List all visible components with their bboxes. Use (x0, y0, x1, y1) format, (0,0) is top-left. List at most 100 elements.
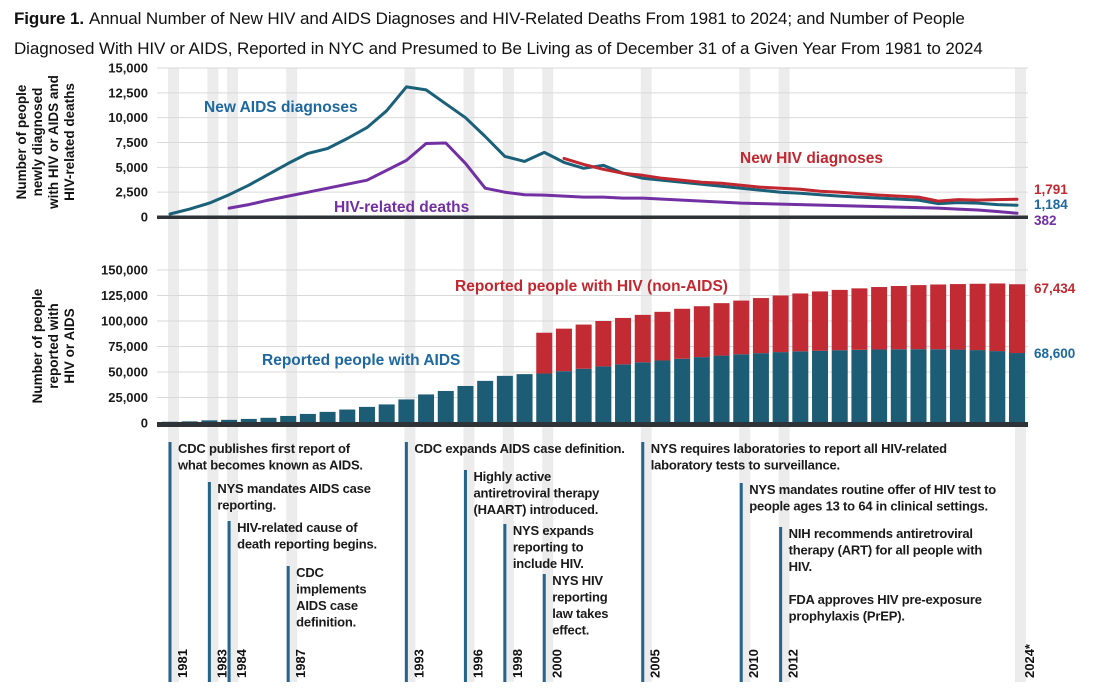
bar-hiv-2000 (536, 332, 553, 374)
bar-hiv-2001 (555, 328, 572, 372)
y-tick-label: 10,000 (108, 110, 148, 125)
timeline-year-1996: 1996 (470, 649, 485, 678)
bar-hiv-2021 (949, 284, 966, 350)
timeline-note-1987-line: CDC (296, 565, 324, 580)
timeline-year-2005: 2005 (648, 649, 663, 678)
timeline-note-1996-line: Highly active (473, 469, 551, 484)
timeline-year-1984: 1984 (234, 648, 249, 678)
bar-hiv-2013 (792, 293, 809, 352)
y-axis-title-line: Number of people (14, 84, 29, 199)
timeline-note-1998-line: include HIV. (513, 556, 584, 571)
year-band-1998 (502, 68, 514, 682)
bar-hiv-2005 (634, 314, 651, 363)
series-label-new-aids-diagnoses: New AIDS diagnoses (204, 99, 358, 116)
bar-aids-2010 (733, 354, 750, 425)
top-x-axis (157, 215, 1028, 219)
bar-aids-1994 (418, 394, 435, 425)
timeline-note-1996-line: (HAART) introduced. (473, 502, 598, 517)
bar-aids-1991 (358, 406, 375, 425)
timeline-note-2005-line: laboratory tests to surveillance. (651, 458, 840, 473)
series-label-new-hiv-diagnoses: New HIV diagnoses (740, 150, 883, 167)
timeline-year-2012: 2012 (786, 649, 801, 678)
y-axis-title-line: HIV-related deaths (62, 83, 77, 201)
timeline-note-1981-line: what becomes known as AIDS. (177, 458, 363, 473)
timeline-year-1983: 1983 (214, 649, 229, 678)
timeline-note-2000-line: reporting (552, 590, 608, 605)
timeline-note-2012-line: therapy (ART) for all people with (789, 543, 983, 558)
bar-hiv-2020 (930, 284, 947, 350)
bar-aids-1990 (339, 409, 356, 425)
timeline-note-2012-line: FDA approves HIV pre-exposure (789, 592, 982, 607)
bar-aids-2017 (871, 349, 888, 425)
y-tick-label: 2,500 (115, 185, 148, 200)
bar-hiv-2003 (595, 321, 612, 367)
bar-aids-2019 (910, 349, 927, 425)
trend-lines (168, 85, 1019, 216)
bar-aids-1998 (496, 375, 513, 425)
y-tick-label: 25,000 (108, 390, 148, 405)
bar-aids-2016 (851, 349, 868, 425)
timeline-note-1981-line: CDC publishes first report of (178, 441, 351, 456)
stacked-bars (162, 283, 1025, 425)
timeline-year-2010: 2010 (746, 649, 761, 678)
year-band-1996 (463, 68, 475, 682)
bar-hiv-2022 (969, 283, 986, 351)
y-tick-label: 5,000 (115, 160, 148, 175)
bar-aids-2008 (693, 357, 710, 425)
bar-hiv-2007 (674, 308, 691, 359)
y-tick-label: 0 (141, 416, 148, 431)
bar-hiv-2023 (989, 283, 1006, 352)
bar-aids-1992 (378, 404, 395, 425)
y-tick-label: 125,000 (101, 288, 148, 303)
bar-aids-1995 (437, 390, 454, 425)
bar-aids-2014 (812, 350, 829, 425)
timeline-note-1996-line: antiretroviral therapy (473, 486, 600, 501)
timeline-note-1993-line: CDC expands AIDS case definition. (414, 441, 624, 456)
timeline-note-2000-line: law takes (552, 606, 608, 621)
bottom-chart-labels: Reported people with AIDS 68,600 Reported … (262, 278, 1076, 369)
timeline-note-1984-line: HIV-related cause of (237, 520, 358, 535)
figure-title-line1: Annual Number of New HIV and AIDS Diagno… (88, 9, 965, 28)
bar-aids-1996 (457, 385, 474, 425)
bar-hiv-2017 (871, 287, 888, 350)
bar-hiv-2012 (772, 295, 789, 353)
timeline-year-1981: 1981 (175, 649, 190, 678)
bar-aids-1993 (398, 399, 415, 425)
line-hiv-related-deaths (227, 141, 1019, 215)
bar-hiv-2019 (910, 285, 927, 350)
timeline-note-2012-line: NIH recommends antiretroviral (789, 526, 973, 541)
bar-hiv-2016 (851, 288, 868, 350)
bar-aids-2015 (831, 350, 848, 425)
y-tick-label: 15,000 (108, 61, 148, 76)
bar-aids-2023 (989, 351, 1006, 425)
timeline-note-2010-line: NYS mandates routine offer of HIV test t… (749, 482, 996, 497)
bar-hiv-2006 (654, 311, 671, 361)
bar-hiv-2011 (752, 298, 769, 354)
timeline-year-2024: 2024* (1022, 643, 1037, 678)
end-value-hiv-related-deaths: 382 (1034, 213, 1057, 228)
figure-number: Figure 1. (14, 9, 84, 28)
timeline-note-2000-line: NYS HIV (552, 573, 603, 588)
bar-aids-2012 (772, 352, 789, 425)
y-tick-label: 50,000 (108, 365, 148, 380)
y-tick-label: 75,000 (108, 339, 148, 354)
timeline-note-1983-line: NYS mandates AIDS case (217, 481, 370, 496)
bar-aids-2021 (949, 349, 966, 425)
year-band-1993 (404, 68, 416, 682)
year-band-1983 (207, 68, 219, 682)
y-axis-title-line: HIV or AIDS (62, 308, 77, 383)
timeline-note-1983-line: reporting. (217, 498, 276, 513)
bar-aids-2000 (536, 373, 553, 425)
bar-hiv-2008 (693, 306, 710, 358)
bar-hiv-2010 (733, 300, 750, 355)
bar-aids-1989 (319, 411, 336, 425)
year-band-1984 (227, 68, 239, 682)
bar-aids-2004 (615, 364, 632, 425)
timeline-note-2005-line: NYS requires laboratories to report all … (651, 441, 947, 456)
year-band-1981 (168, 68, 179, 682)
timeline-note-2000-line: effect. (552, 623, 589, 638)
timeline-note-2010-line: people ages 13 to 64 in clinical setting… (749, 499, 988, 514)
timeline-note-1987-line: implements (296, 582, 366, 597)
timeline-note-1987-line: definition. (296, 615, 356, 630)
